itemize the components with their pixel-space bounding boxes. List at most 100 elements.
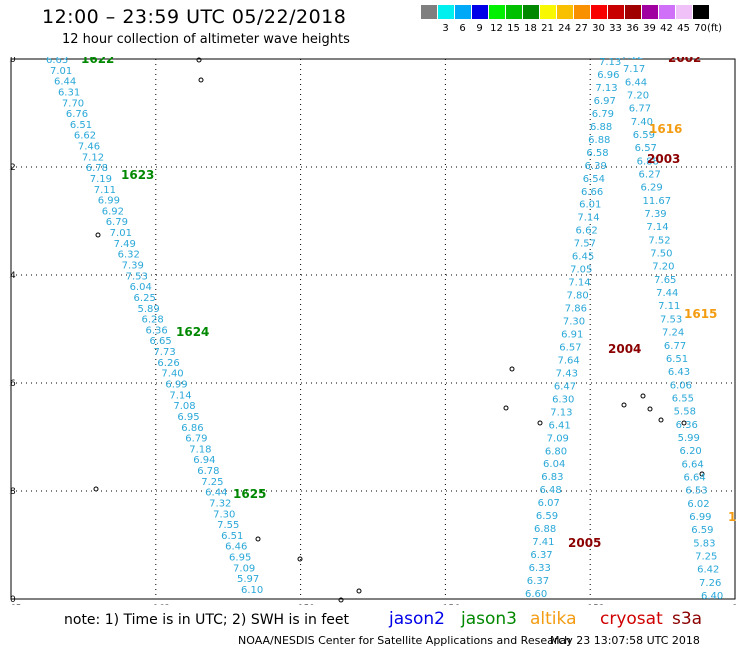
color-scale-swatch (693, 5, 710, 19)
swh-value: 6.44 (205, 488, 227, 499)
swh-value: 6.44 (54, 77, 76, 88)
swh-value: 7.14 (577, 213, 599, 224)
swh-value: 6.79 (106, 217, 128, 228)
island-outline (647, 406, 653, 412)
lat-tick-label: -16 (9, 379, 16, 389)
swh-value: 7.65 (654, 275, 676, 286)
color-scale-swatch (574, 5, 591, 19)
swh-value: 6.77 (664, 341, 686, 352)
color-scale-label: 24 (558, 23, 571, 34)
swh-value: 6.28 (142, 315, 164, 326)
swh-value: 7.43 (556, 368, 578, 379)
swh-value: 6.88 (534, 524, 556, 535)
island-outline (537, 420, 543, 426)
color-scale-label: 42 (660, 23, 673, 34)
color-scale-swatch (659, 5, 676, 19)
map-grid (11, 59, 735, 599)
swh-value: 7.64 (557, 355, 579, 366)
map-frame (10, 58, 736, 600)
time-label: 2002 (668, 57, 701, 65)
swh-value: 6.26 (157, 358, 179, 369)
swh-value: 6.36 (676, 420, 698, 431)
swh-value: 6.27 (639, 170, 661, 181)
swh-value: 7.70 (62, 98, 84, 109)
color-scale-swatch (540, 5, 557, 19)
island-outline (509, 366, 515, 372)
time-label: 1616 (649, 122, 682, 136)
footer-credit: NOAA/NESDIS Center for Satellite Applica… (238, 634, 572, 647)
swh-value: 6.62 (576, 226, 598, 237)
swh-value: 7.32 (209, 498, 231, 509)
swh-value: 6.31 (58, 87, 80, 98)
color-scale-swatch (625, 5, 642, 19)
lon-tick-label: -150 (729, 604, 737, 605)
swh-value: 7.09 (233, 563, 255, 574)
swh-value: 6.65 (149, 336, 171, 347)
color-scale-label: 3 (442, 23, 449, 34)
swh-value: 6.79 (592, 109, 614, 120)
lat-tick-label: -10 (9, 57, 16, 65)
swh-value: 6.04 (543, 459, 565, 470)
color-scale-label: 33 (609, 23, 622, 34)
swh-value: 7.86 (565, 304, 587, 315)
mission-label-s3a: s3a (672, 609, 703, 629)
color-scale-label: 12 (490, 23, 503, 34)
swh-value: 7.25 (201, 477, 223, 488)
island-outline (255, 536, 261, 542)
swh-value: 6.76 (66, 109, 88, 120)
color-scale-swatch (472, 5, 489, 19)
chart-title: 12:00 – 23:59 UTC 05/22/2018 (42, 6, 347, 28)
island-outlines (93, 57, 705, 603)
swh-value: 7.13 (599, 57, 621, 68)
color-scale-swatch (506, 5, 523, 19)
footer-date: May 23 13:07:58 UTC 2018 (550, 634, 700, 647)
swh-value: 7.30 (213, 509, 235, 520)
swh-value: 5.99 (678, 433, 700, 444)
swh-value: 7.41 (532, 537, 554, 548)
swh-value: 6.95 (229, 553, 251, 564)
swh-value: 6.77 (629, 104, 651, 115)
swh-value: 7.52 (648, 235, 670, 246)
swh-value: 6.99 (165, 379, 187, 390)
swh-value: 6.01 (579, 200, 601, 211)
swh-value: 6.60 (525, 589, 547, 600)
swh-value: 7.80 (567, 291, 589, 302)
swh-value: 6.58 (586, 148, 608, 159)
swh-value: 7.50 (650, 249, 672, 260)
swh-value: 7.09 (547, 433, 569, 444)
color-scale-label: 70 (694, 23, 707, 34)
color-scale-swatch (676, 5, 693, 19)
island-outline (621, 402, 627, 408)
swh-value: 6.43 (668, 367, 690, 378)
lon-tick-label: -153 (584, 604, 604, 605)
swh-value: 6.88 (637, 156, 659, 167)
swh-value: 6.66 (581, 187, 603, 198)
island-outline (338, 597, 344, 603)
swh-value: 6.45 (572, 252, 594, 263)
swh-value: 7.11 (658, 301, 680, 312)
color-scale-label: 15 (507, 23, 520, 34)
track-values: 6.637.016.446.317.706.766.516.627.467.12… (46, 57, 723, 602)
swh-value: 7.05 (570, 265, 592, 276)
time-label: 2003 (647, 152, 680, 166)
map-tick-labels: -165 -162 -159 -156 -153 -150 -10 -12 -14 -16 -18 -… (9, 57, 737, 605)
swh-value: 6.78 (197, 466, 219, 477)
swh-value: 7.25 (695, 551, 717, 562)
swh-value: 6.64 (683, 472, 705, 483)
color-scale-label: 18 (524, 23, 537, 34)
swh-value: 7.18 (189, 444, 211, 455)
lon-tick-label: -162 (150, 604, 170, 605)
swh-value: 6.44 (625, 77, 647, 88)
swh-value: 6.46 (225, 542, 247, 553)
swh-value: 6.06 (670, 380, 692, 391)
track-time-labels: 1622 1623 1624 1625 2002 1616 2003 1615 2004 2005… (81, 57, 737, 550)
island-outline (95, 232, 101, 238)
swh-value: 6.25 (134, 293, 156, 304)
island-outline (658, 417, 664, 423)
color-scale-label: 30 (592, 23, 605, 34)
swh-value: 7.14 (568, 278, 590, 289)
swh-value: 6.79 (185, 434, 207, 445)
swh-value: 6.40 (701, 591, 723, 602)
island-outline (356, 588, 362, 594)
swh-value: 7.39 (644, 209, 666, 220)
